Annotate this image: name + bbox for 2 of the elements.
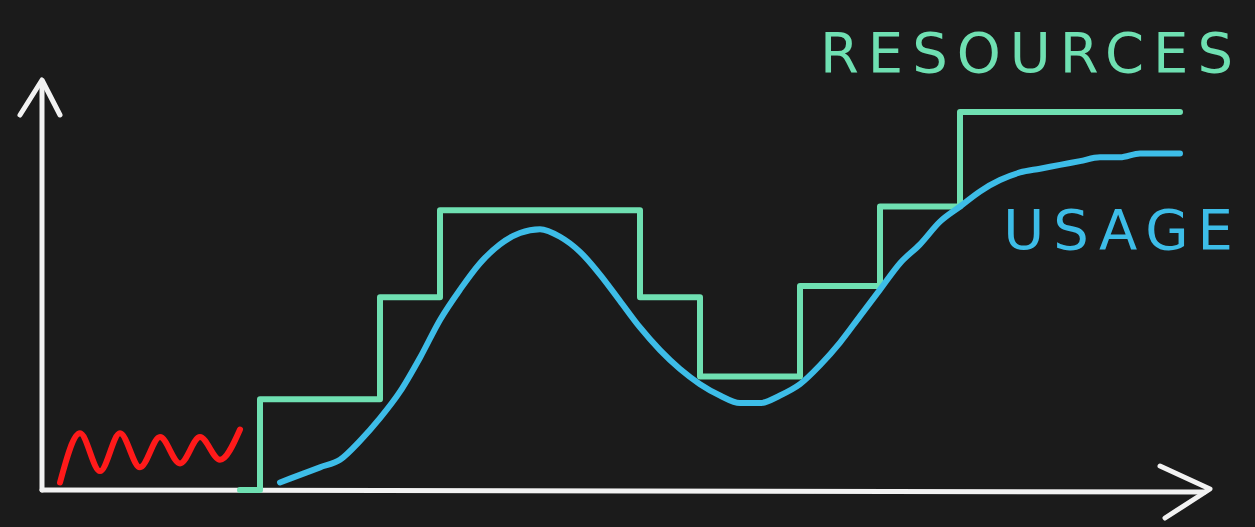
series-label: RESOURCES [819,20,1242,85]
series-label: USAGE [1003,196,1242,262]
